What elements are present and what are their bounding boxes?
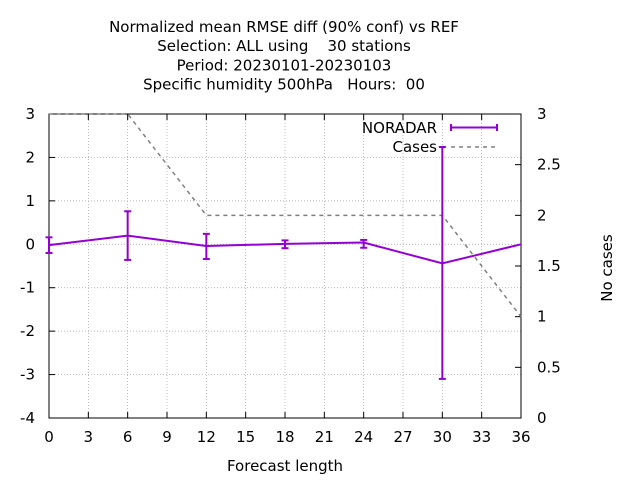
x-tick-label: 12 xyxy=(197,428,216,446)
x-tick-label: 24 xyxy=(354,428,373,446)
x-tick-label: 0 xyxy=(44,428,54,446)
noradar-error-bar xyxy=(281,239,289,250)
chart-title: Normalized mean RMSE diff (90% conf) vs … xyxy=(109,18,459,94)
x-axis-label: Forecast length xyxy=(227,457,343,475)
y2-tick-label: 2 xyxy=(537,206,547,224)
title-line: Period: 20230101-20230103 xyxy=(177,56,392,74)
x-tick-label: 21 xyxy=(315,428,334,446)
y2-tick-label: 0 xyxy=(537,409,547,427)
axis-ticks: 0 3 6 9 12 15 18 21 24 27 30 33 363210-1-2-3-432.521… xyxy=(20,105,561,446)
title-line: Normalized mean RMSE diff (90% conf) vs … xyxy=(109,18,459,36)
x-tick-label: 18 xyxy=(275,428,294,446)
y2-tick-label: 3 xyxy=(537,105,547,123)
y2-tick-label: 1 xyxy=(537,308,547,326)
legend-label-cases: Cases xyxy=(392,138,437,156)
y-tick-label: -3 xyxy=(20,366,35,384)
series-noradar xyxy=(45,146,522,380)
y-tick-label: 3 xyxy=(25,105,35,123)
x-tick-label: 27 xyxy=(393,428,412,446)
noradar-error-bar xyxy=(202,232,210,261)
y2-axis-label: No cases xyxy=(598,234,616,302)
y2-tick-label: 0.5 xyxy=(537,358,561,376)
y-tick-label: -4 xyxy=(20,409,35,427)
x-tick-label: 15 xyxy=(236,428,255,446)
noradar-error-bar xyxy=(45,236,53,254)
title-line: Specific humidity 500hPa Hours: 00 xyxy=(143,76,425,94)
grid xyxy=(48,113,522,419)
title-line: Selection: ALL using 30 stations xyxy=(157,37,411,55)
legend-label-noradar: NORADAR xyxy=(362,119,437,137)
x-tick-label: 9 xyxy=(162,428,172,446)
y2-tick-label: 2.5 xyxy=(537,156,561,174)
noradar-error-bar xyxy=(124,210,132,261)
y-tick-label: -2 xyxy=(20,322,35,340)
x-tick-label: 3 xyxy=(84,428,94,446)
y-tick-label: 0 xyxy=(25,235,35,253)
x-tick-label: 6 xyxy=(123,428,133,446)
y-tick-label: 1 xyxy=(25,192,35,210)
x-tick-label: 33 xyxy=(472,428,491,446)
noradar-error-bar xyxy=(438,146,446,380)
y2-tick-label: 1.5 xyxy=(537,257,561,275)
noradar-error-bar xyxy=(360,238,368,249)
y-tick-label: 2 xyxy=(25,148,35,166)
x-tick-label: 30 xyxy=(433,428,452,446)
x-tick-label: 36 xyxy=(511,428,530,446)
y-tick-label: -1 xyxy=(20,279,35,297)
